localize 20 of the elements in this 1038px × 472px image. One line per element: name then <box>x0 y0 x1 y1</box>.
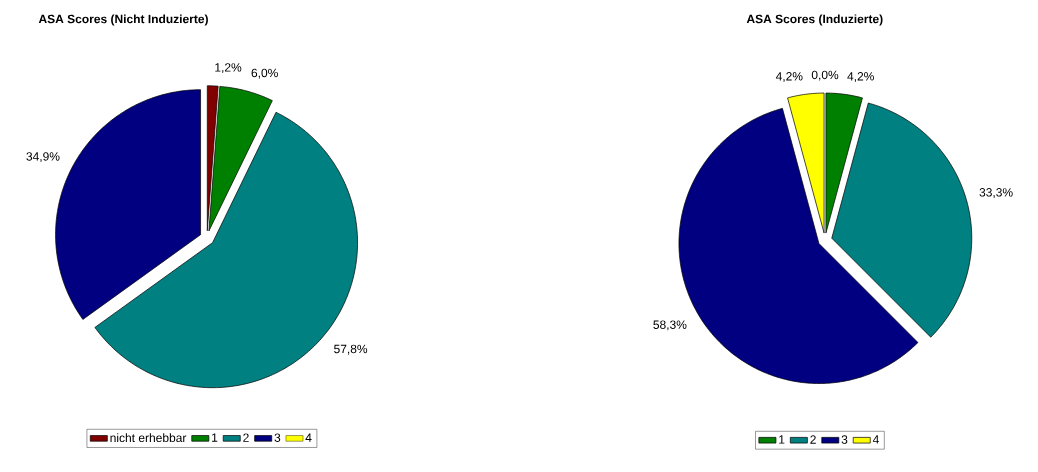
data-label: 4,2% <box>775 72 803 82</box>
data-label: 34,9% <box>26 152 60 163</box>
legend-label: 4 <box>305 433 312 442</box>
data-label: 33,3% <box>979 188 1013 199</box>
legend-label: 3 <box>274 433 281 442</box>
legend-label: 4 <box>872 435 879 444</box>
legend-label: 2 <box>243 433 249 442</box>
legend-label: 2 <box>810 435 816 444</box>
chart-title: ASA Scores (Nicht Induzierte) <box>38 14 208 26</box>
text: 0,0% <box>811 70 839 81</box>
data-label: 6,0% <box>251 68 278 79</box>
data-label: 1,2% <box>215 63 242 74</box>
chart-title: ASA Scores (Induzierte) <box>746 14 883 26</box>
data-label: 57,8% <box>334 344 368 355</box>
legend-label: nicht erhebbar <box>110 433 187 443</box>
data-label: 58,3% <box>653 320 687 331</box>
legend-label: 3 <box>841 435 848 444</box>
legend-label: 1 <box>779 435 785 444</box>
legend-label: 1 <box>212 433 218 442</box>
data-label: 4,2% <box>847 72 874 82</box>
